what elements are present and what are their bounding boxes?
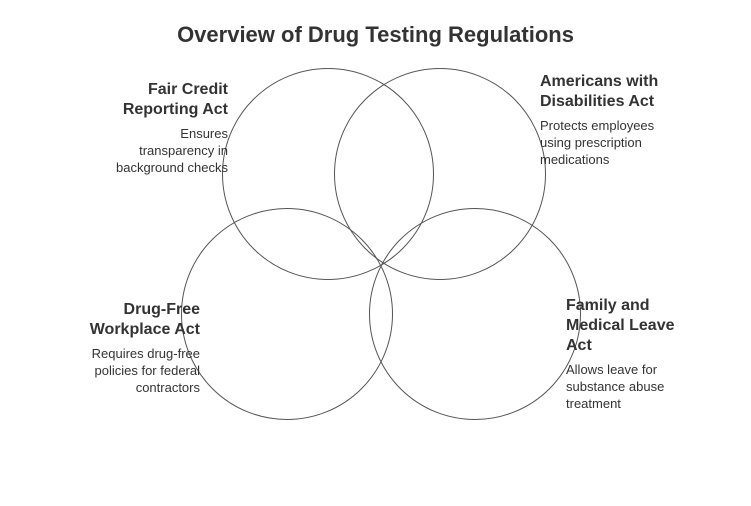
page-title: Overview of Drug Testing Regulations (0, 22, 751, 48)
label-fcra: Fair Credit Reporting Act Ensures transp… (108, 80, 228, 177)
venn-circle-bottom-left (181, 208, 393, 420)
label-dfwa-desc: Requires drug-free policies for federal … (72, 346, 200, 397)
label-fcra-desc: Ensures transparency in background check… (108, 126, 228, 177)
label-fmla: Family and Medical Leave Act Allows leav… (566, 296, 696, 413)
label-fmla-desc: Allows leave for substance abuse treatme… (566, 362, 696, 413)
label-ada: Americans with Disabilities Act Protects… (540, 72, 670, 169)
label-fcra-title: Fair Credit Reporting Act (88, 80, 228, 120)
venn-circle-bottom-right (369, 208, 581, 420)
label-dfwa-title: Drug-Free Workplace Act (50, 300, 200, 340)
label-fmla-title: Family and Medical Leave Act (566, 296, 696, 356)
label-ada-title: Americans with Disabilities Act (540, 72, 670, 112)
label-ada-desc: Protects employees using prescription me… (540, 118, 670, 169)
label-dfwa: Drug-Free Workplace Act Requires drug-fr… (72, 300, 200, 397)
